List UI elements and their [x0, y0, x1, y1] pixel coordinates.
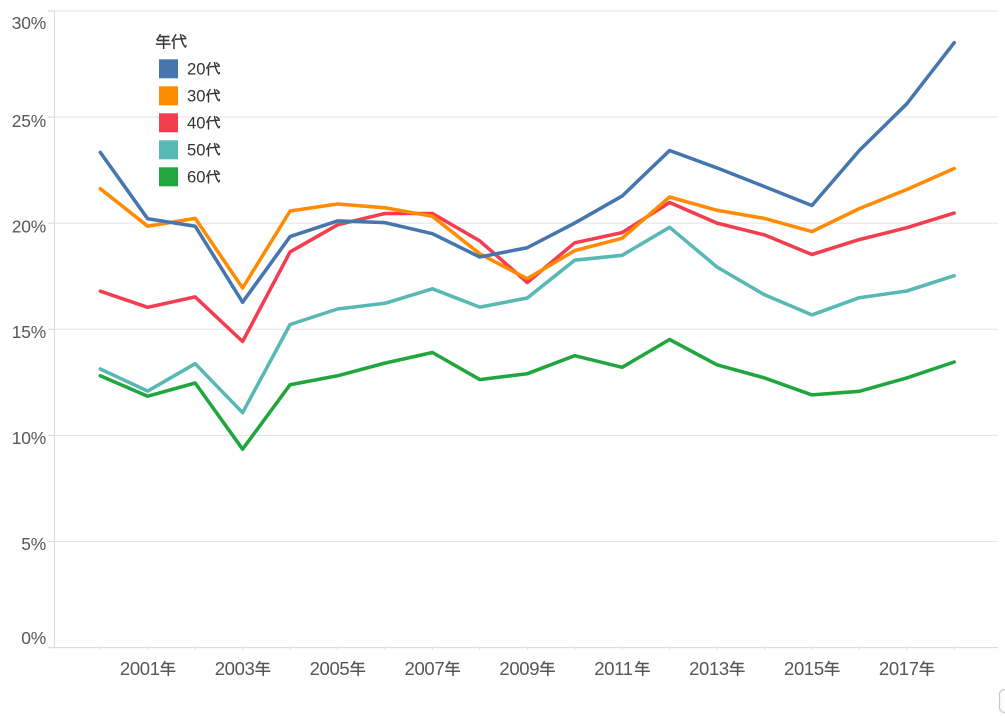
- svg-text:2017: 2017: [879, 658, 919, 679]
- svg-text:2009: 2009: [499, 658, 539, 679]
- svg-text:2013: 2013: [689, 658, 729, 679]
- svg-text:30: 30: [187, 87, 205, 106]
- svg-text:60: 60: [187, 168, 205, 187]
- svg-text:5%: 5%: [21, 534, 46, 554]
- svg-text:50: 50: [187, 141, 205, 160]
- svg-text:10%: 10%: [12, 428, 46, 448]
- svg-text:30%: 30%: [12, 13, 46, 33]
- svg-text:20: 20: [187, 60, 205, 79]
- svg-text:20%: 20%: [12, 217, 46, 237]
- svg-text:2015: 2015: [784, 658, 824, 679]
- svg-text:2005: 2005: [310, 658, 350, 679]
- svg-text:2003: 2003: [215, 658, 255, 679]
- svg-text:2001: 2001: [120, 658, 160, 679]
- svg-text:0%: 0%: [21, 628, 46, 648]
- svg-text:40: 40: [187, 114, 205, 133]
- svg-text:15%: 15%: [12, 322, 46, 342]
- svg-text:25%: 25%: [12, 111, 46, 131]
- svg-text:2007: 2007: [405, 658, 445, 679]
- svg-text:2011: 2011: [594, 658, 632, 679]
